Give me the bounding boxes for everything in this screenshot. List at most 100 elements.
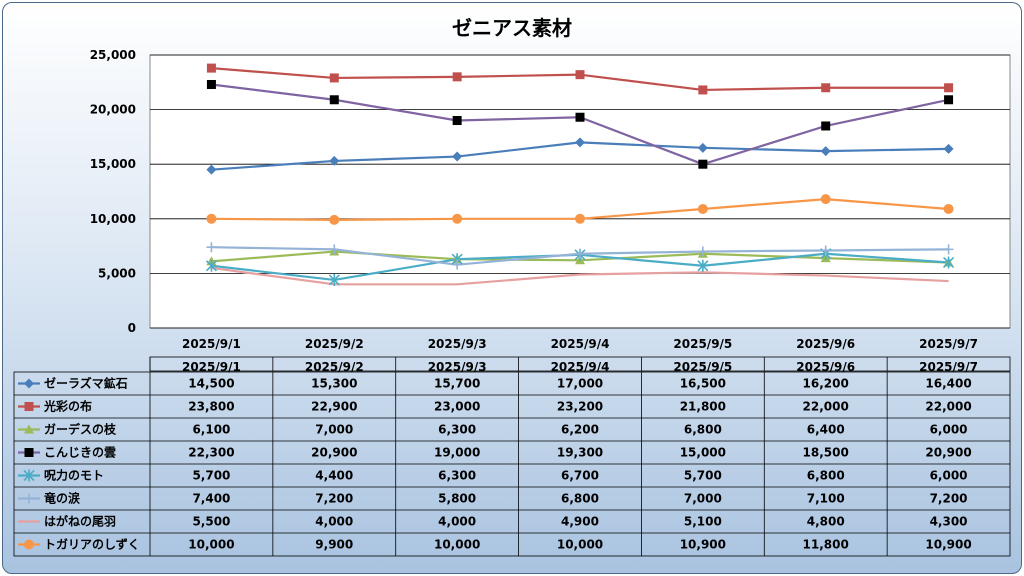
data-point — [697, 142, 708, 153]
x-tick-label: 2025/9/6 — [796, 337, 855, 351]
data-label: 10,000 — [188, 538, 234, 552]
y-tick-label: 10,000 — [90, 212, 136, 226]
x-tick-label: 2025/9/3 — [428, 337, 487, 351]
data-point — [575, 137, 585, 148]
data-label: 5,500 — [192, 515, 230, 529]
data-point — [943, 143, 954, 154]
data-point — [206, 164, 217, 175]
data-label: 16,400 — [925, 377, 971, 391]
data-point — [23, 469, 35, 482]
data-label: 16,500 — [680, 377, 726, 391]
data-label: 5,700 — [684, 469, 722, 483]
data-label: 6,000 — [930, 469, 968, 483]
data-label: 7,200 — [930, 492, 968, 506]
data-label: 5,800 — [438, 492, 476, 506]
data-label: 10,900 — [925, 538, 971, 552]
data-point — [943, 244, 954, 255]
x-tick-label: 2025/9/1 — [182, 337, 241, 351]
data-point — [452, 213, 463, 224]
x-tick-label: 2025/9/7 — [919, 337, 978, 351]
data-label: 7,000 — [315, 423, 353, 437]
data-point — [821, 121, 831, 131]
data-label: 9,900 — [315, 538, 353, 552]
data-point — [697, 259, 709, 272]
data-label: 6,800 — [561, 492, 599, 506]
data-label: 4,000 — [438, 515, 476, 529]
data-label: 7,200 — [315, 492, 353, 506]
data-point — [821, 83, 831, 93]
data-point — [329, 214, 340, 225]
data-label: 11,800 — [803, 538, 849, 552]
y-tick-label: 25,000 — [90, 48, 136, 62]
data-point — [944, 95, 954, 105]
data-label: 6,300 — [438, 469, 476, 483]
data-label: 15,700 — [434, 377, 480, 391]
data-label: 18,500 — [803, 446, 849, 460]
data-label: 19,000 — [434, 446, 480, 460]
data-point — [452, 116, 462, 126]
data-point — [329, 73, 339, 83]
data-label: 4,000 — [315, 515, 353, 529]
data-label: 10,000 — [557, 538, 603, 552]
data-point — [206, 79, 216, 89]
legend-series-label: ゼーラズマ鉱石 — [44, 376, 128, 391]
chart-title: ゼニアス素材 — [452, 16, 572, 40]
data-label: 10,000 — [434, 538, 480, 552]
data-label: 6,800 — [807, 469, 845, 483]
data-point — [205, 259, 217, 272]
data-label: 22,900 — [311, 400, 357, 414]
data-label: 15,000 — [680, 446, 726, 460]
data-point — [575, 112, 585, 122]
y-tick-label: 15,000 — [90, 157, 136, 171]
data-point — [329, 155, 340, 166]
table-column-header: 2025/9/5 — [673, 360, 732, 374]
x-tick-label: 2025/9/2 — [305, 337, 364, 351]
data-label: 19,300 — [557, 446, 603, 460]
legend-series-label: はがねの尾羽 — [44, 514, 116, 529]
legend-series-label: トガリアのしずく — [44, 537, 140, 552]
x-tick-label: 2025/9/5 — [673, 337, 732, 351]
data-point — [943, 256, 955, 269]
data-label: 5,100 — [684, 515, 722, 529]
x-tick-label: 2025/9/4 — [551, 337, 610, 351]
table-column-header: 2025/9/6 — [796, 360, 855, 374]
legend-series-label: ガーデスの枝 — [44, 422, 117, 437]
y-tick-label: 5,000 — [98, 266, 136, 280]
data-point — [943, 203, 954, 214]
legend-series-label: 光彩の布 — [43, 399, 92, 414]
data-label: 21,800 — [680, 400, 726, 414]
data-label: 7,400 — [192, 492, 230, 506]
data-point — [24, 424, 34, 434]
data-point — [698, 85, 708, 95]
data-label: 6,200 — [561, 423, 599, 437]
data-point — [575, 248, 585, 259]
data-point — [575, 70, 585, 80]
data-point — [820, 194, 831, 205]
data-label: 6,400 — [807, 423, 845, 437]
data-label: 5,700 — [192, 469, 230, 483]
data-point — [328, 273, 340, 286]
data-label: 22,000 — [803, 400, 849, 414]
data-label: 16,200 — [803, 377, 849, 391]
data-point — [206, 242, 217, 253]
data-point — [452, 72, 462, 82]
y-tick-label: 0 — [128, 321, 136, 335]
data-point — [24, 448, 34, 457]
legend-series-label: こんじきの雲 — [44, 446, 116, 460]
data-point — [206, 63, 216, 73]
data-label: 17,000 — [557, 377, 603, 391]
plot-area — [149, 54, 1011, 329]
table-column-header: 2025/9/3 — [428, 360, 487, 374]
data-point — [329, 95, 339, 105]
data-label: 4,300 — [930, 515, 968, 529]
data-label: 6,100 — [192, 423, 230, 437]
data-label: 22,000 — [925, 400, 971, 414]
table-column-header: 2025/9/4 — [551, 360, 610, 374]
data-label: 14,500 — [188, 377, 234, 391]
data-point — [944, 83, 954, 93]
data-point — [697, 203, 708, 214]
data-point — [820, 245, 831, 256]
data-label: 23,800 — [188, 400, 234, 414]
data-point — [820, 146, 831, 157]
